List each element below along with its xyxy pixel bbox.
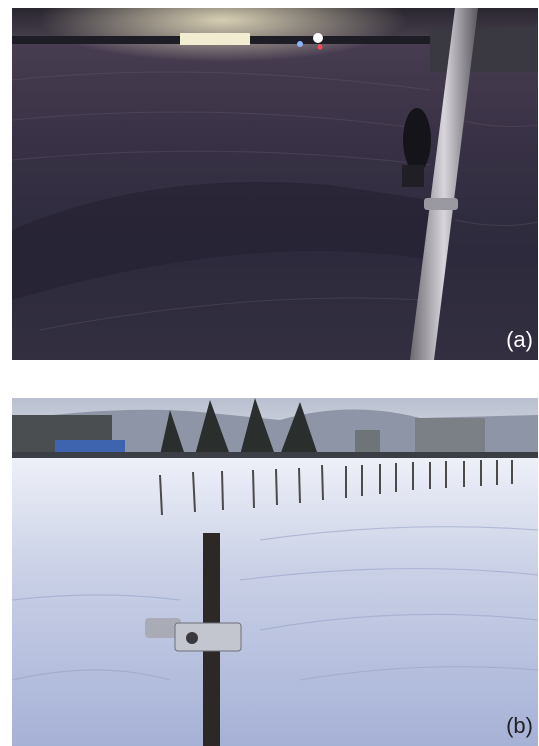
building-right [430,26,538,72]
building [355,430,380,455]
light [317,44,323,50]
tree-line [12,452,538,458]
sensor-bracket [174,622,242,652]
stakes [159,460,513,516]
photo-a [12,8,538,360]
knob [186,632,198,644]
trees [160,398,318,455]
horizon-buildings [12,36,538,44]
lit-building [180,33,250,45]
sensor [403,108,431,172]
snow-ripples [12,71,538,331]
sensor [145,618,181,638]
blue-roof [55,440,125,452]
mountains [12,409,538,458]
sensor-mount [402,165,424,187]
light [313,33,323,43]
building [415,418,485,455]
snow-surface [12,458,538,746]
shadow [12,182,430,300]
panel-label: (b) [506,713,533,738]
pole [410,8,478,360]
snow-ripples [12,526,538,681]
panel-label: (a) [506,327,533,352]
photo-b [12,398,538,746]
light [297,41,303,47]
clamp [424,198,458,210]
